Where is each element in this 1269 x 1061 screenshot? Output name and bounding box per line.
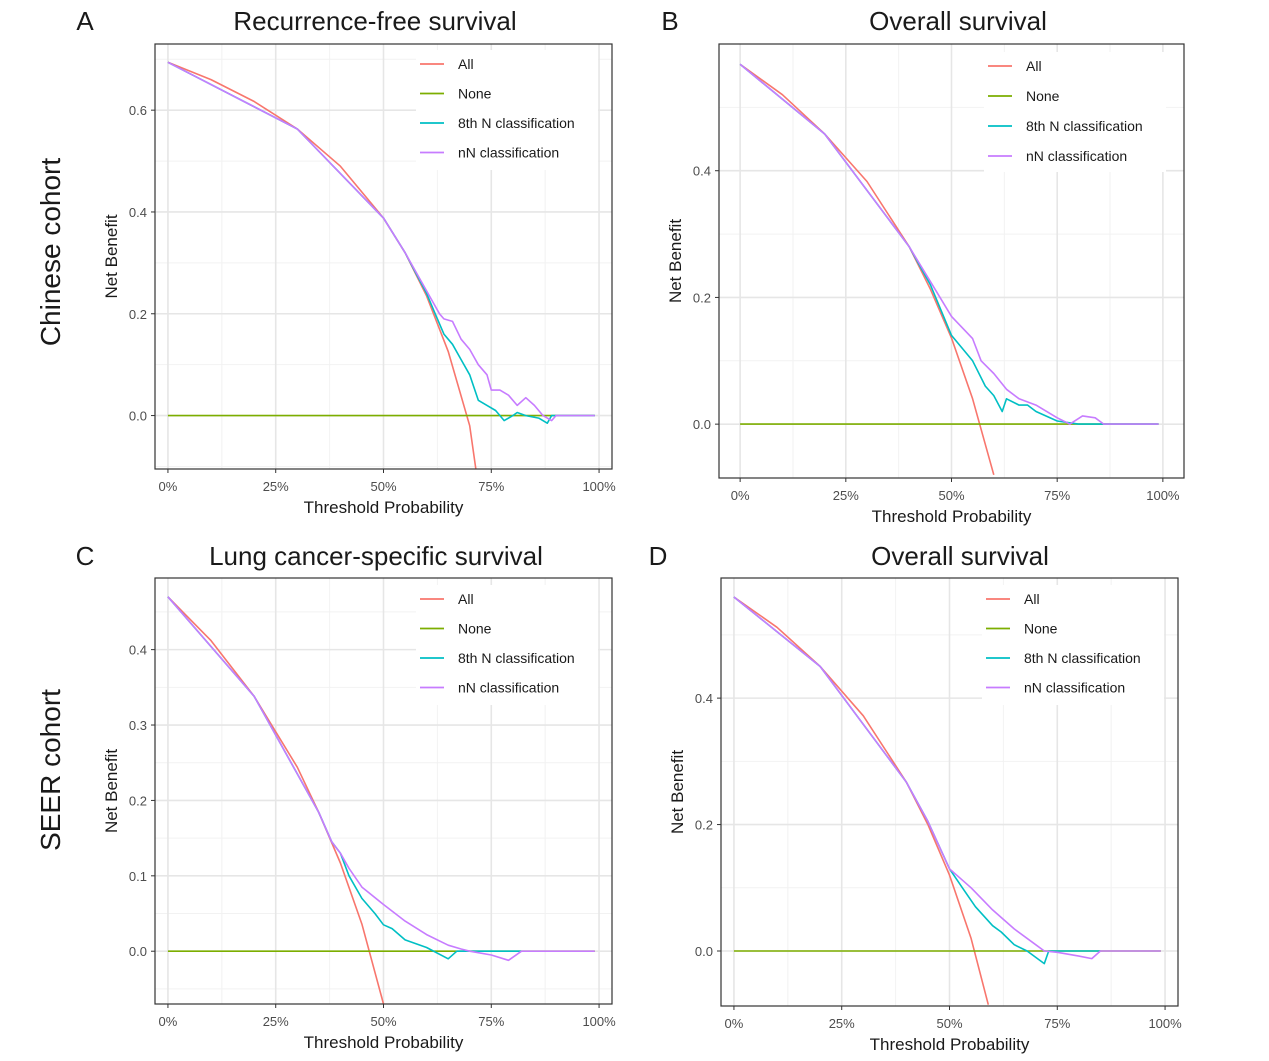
x-axis-title: Threshold Probability: [870, 1035, 1030, 1054]
legend-background: [416, 585, 598, 705]
y-tick-label: 0.3: [129, 718, 147, 733]
x-tick-label: 25%: [263, 479, 289, 494]
x-tick-label: 100%: [1146, 488, 1180, 503]
legend-background: [984, 52, 1166, 172]
x-tick-label: 75%: [478, 1014, 504, 1029]
x-axis-title: Threshold Probability: [872, 507, 1032, 526]
x-tick-label: 0%: [725, 1016, 744, 1031]
y-tick-label: 0.4: [695, 691, 713, 706]
series-group: [167, 596, 595, 1004]
legend-label: All: [458, 56, 474, 72]
x-tick-label: 50%: [370, 1014, 396, 1029]
legend-background: [982, 585, 1164, 705]
x-tick-label: 100%: [1148, 1016, 1182, 1031]
panel-letter: A: [76, 6, 94, 36]
chart-title: Recurrence-free survival: [233, 6, 516, 36]
x-tick-label: 25%: [833, 488, 859, 503]
legend-label: nN classification: [1024, 680, 1125, 696]
series-group: [167, 61, 595, 469]
series-line-nn-classification: [167, 61, 595, 422]
y-tick-label: 0.0: [129, 944, 147, 959]
y-tick-label: 0.2: [129, 793, 147, 808]
legend-label: None: [458, 621, 492, 637]
x-tick-label: 100%: [582, 479, 616, 494]
legend: All None 8th N classification nN classifica…: [416, 50, 598, 170]
y-tick-label: 0.1: [129, 869, 147, 884]
x-tick-label: 100%: [582, 1014, 616, 1029]
row-label-chinese-cohort: Chinese cohort: [35, 158, 66, 347]
panel-d: D Overall survival All None 8th N classifica…: [649, 541, 1183, 1054]
y-tick-label: 0.0: [129, 409, 147, 424]
legend-label: None: [1026, 88, 1060, 104]
y-axis-title: Net Benefit: [666, 219, 685, 303]
y-axis-title: Net Benefit: [102, 214, 121, 298]
legend: All None 8th N classification nN classifica…: [416, 585, 598, 705]
x-tick-label: 0%: [159, 1014, 178, 1029]
chart-title: Overall survival: [869, 6, 1047, 36]
panel-a: A Recurrence-free survival All None 8th N cl…: [76, 6, 616, 517]
y-tick-label: 0.6: [129, 103, 147, 118]
row-label-seer-cohort: SEER cohort: [35, 689, 66, 851]
legend-label: nN classification: [1026, 148, 1127, 164]
series-line-all: [167, 596, 385, 1004]
chart-title: Overall survival: [871, 541, 1049, 571]
series-group: [733, 596, 1161, 1005]
x-tick-label: 0%: [159, 479, 178, 494]
legend-label: All: [1024, 591, 1040, 607]
x-tick-label: 0%: [731, 488, 750, 503]
y-axis-title: Net Benefit: [102, 749, 121, 833]
legend-label: 8th N classification: [458, 650, 575, 666]
y-tick-label: 0.4: [129, 643, 147, 658]
legend-background: [416, 50, 598, 170]
x-tick-label: 50%: [370, 479, 396, 494]
legend-label: nN classification: [458, 680, 559, 696]
series-group: [739, 63, 1159, 476]
series-line-8th-n-classification: [739, 63, 1159, 425]
y-tick-label: 0.0: [693, 417, 711, 432]
x-axis-title: Threshold Probability: [304, 498, 464, 517]
legend-label: 8th N classification: [1024, 650, 1141, 666]
y-tick-label: 0.2: [129, 307, 147, 322]
legend-label: 8th N classification: [458, 115, 575, 131]
series-line-nn-classification: [739, 63, 1159, 425]
y-tick-label: 0.4: [129, 205, 147, 220]
x-tick-label: 25%: [263, 1014, 289, 1029]
legend-label: All: [1026, 58, 1042, 74]
legend-label: 8th N classification: [1026, 118, 1143, 134]
y-axis-title: Net Benefit: [668, 750, 687, 834]
panel-b: B Overall survival All None 8th N classifica…: [661, 6, 1185, 526]
panel-c: C Lung cancer-specific survival All None 8th…: [76, 541, 617, 1052]
panel-letter: D: [649, 541, 668, 571]
x-axis-title: Threshold Probability: [304, 1033, 464, 1052]
series-line-nn-classification: [167, 596, 595, 962]
legend-label: nN classification: [458, 145, 559, 161]
x-tick-label: 75%: [1044, 488, 1070, 503]
x-tick-label: 75%: [478, 479, 504, 494]
chart-title: Lung cancer-specific survival: [209, 541, 543, 571]
legend-label: None: [1024, 621, 1058, 637]
x-tick-label: 25%: [829, 1016, 855, 1031]
x-tick-label: 75%: [1044, 1016, 1070, 1031]
x-tick-label: 50%: [936, 1016, 962, 1031]
y-tick-label: 0.2: [695, 818, 713, 833]
y-tick-label: 0.0: [695, 944, 713, 959]
y-tick-label: 0.4: [693, 164, 711, 179]
legend: All None 8th N classification nN classifica…: [984, 52, 1166, 172]
series-line-all: [739, 63, 995, 476]
legend-label: None: [458, 86, 492, 102]
panel-letter: C: [76, 541, 95, 571]
series-line-nn-classification: [733, 596, 1161, 960]
legend-label: All: [458, 591, 474, 607]
x-tick-label: 50%: [938, 488, 964, 503]
y-tick-label: 0.2: [693, 290, 711, 305]
panel-letter: B: [661, 6, 678, 36]
legend: All None 8th N classification nN classifica…: [982, 585, 1164, 705]
